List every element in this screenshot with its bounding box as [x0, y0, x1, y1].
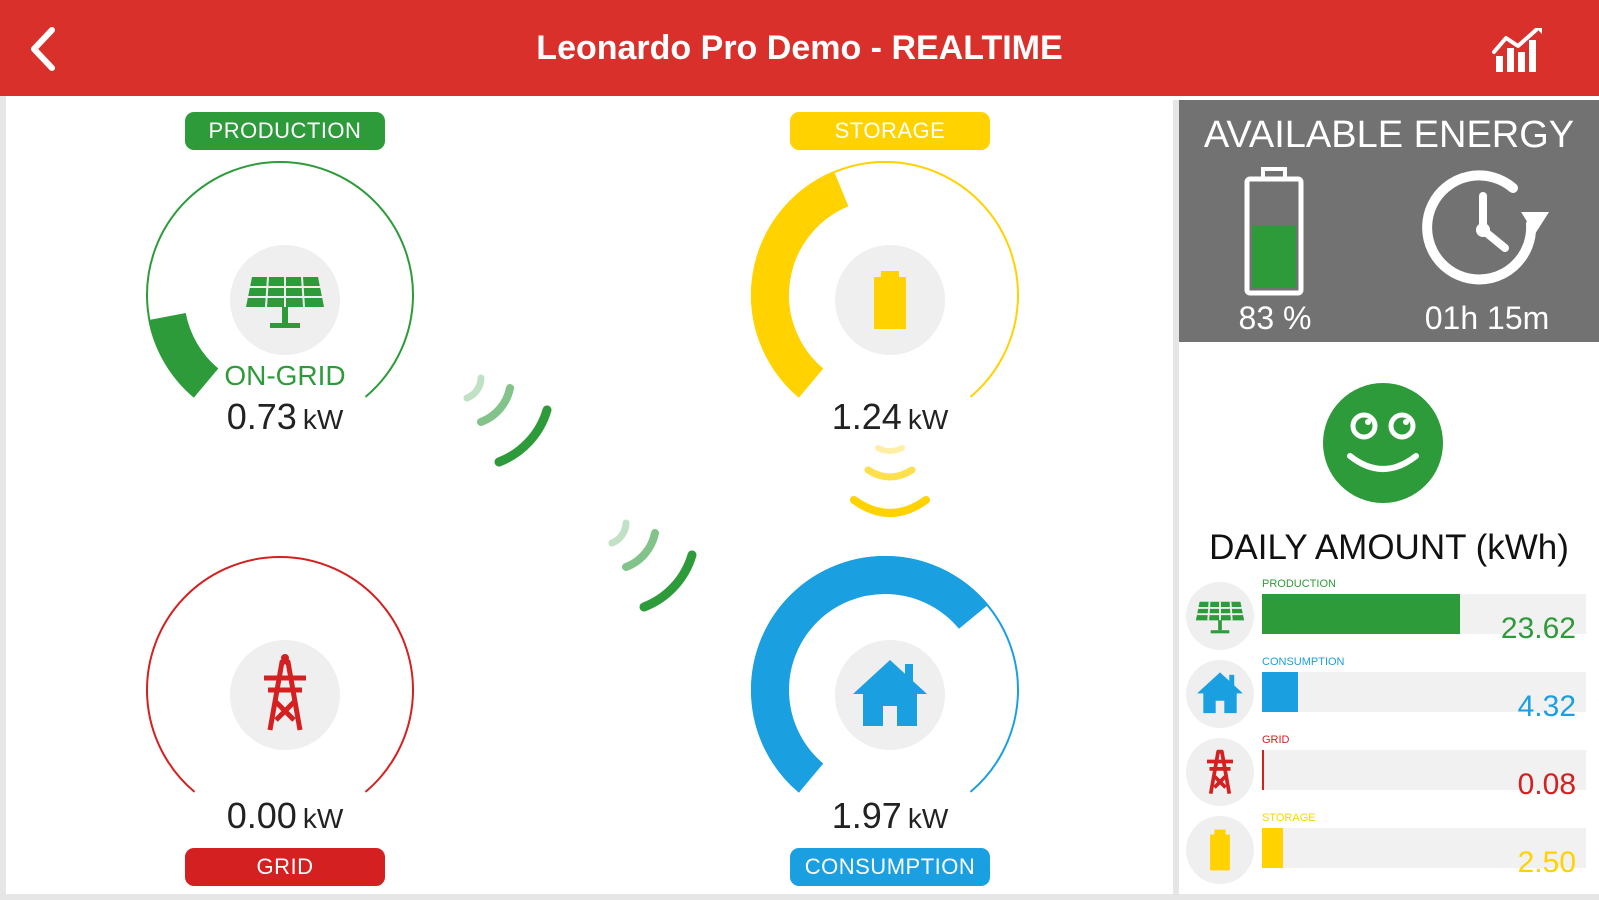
daily-row-storage: STORAGE 2.50	[1186, 812, 1590, 884]
solar-panel-icon	[1195, 601, 1245, 634]
clock-refresh-icon	[1422, 170, 1549, 285]
flow-production-to-storage	[463, 374, 552, 467]
daily-value-storage: 2.50	[1517, 846, 1576, 879]
battery-level-icon	[1244, 167, 1304, 296]
daily-bar-grid	[1262, 750, 1264, 790]
production-gauge-level	[148, 312, 219, 398]
daily-track-grid: 0.08	[1262, 750, 1586, 801]
smiley-icon	[1323, 383, 1443, 503]
time-remaining: 01h 15m	[1424, 300, 1550, 336]
consumption-label-text: CONSUMPTION	[804, 854, 976, 879]
daily-icon-grid	[1186, 738, 1254, 806]
daily-icon-consumption	[1186, 660, 1254, 728]
storage-unit: kW	[907, 404, 949, 435]
solar-panel-icon	[246, 276, 324, 328]
storage-label: STORAGE	[790, 112, 990, 150]
storage-gauge-level	[751, 171, 849, 398]
grid-unit: kW	[302, 803, 344, 834]
production-gauge	[146, 160, 414, 398]
storage-value-number: 1.24	[831, 396, 902, 437]
daily-amount-title: DAILY AMOUNT (kWh)	[1209, 528, 1569, 567]
grid-label-text: GRID	[256, 854, 314, 879]
consumption-value: 1.97 kW	[730, 795, 1050, 837]
available-energy-title: AVAILABLE ENERGY	[1203, 114, 1575, 156]
back-button[interactable]	[22, 24, 70, 74]
storage-value: 1.24 kW	[730, 396, 1050, 438]
power-tower-icon	[1207, 749, 1233, 794]
house-icon	[853, 660, 927, 726]
battery-icon	[1210, 829, 1230, 871]
grid-value-number: 0.00	[226, 795, 297, 836]
house-icon	[1197, 672, 1243, 714]
grid-gauge-track	[146, 555, 414, 793]
production-value: 0.73 kW	[125, 396, 445, 438]
consumption-icon-circle	[835, 640, 945, 750]
grid-icon-circle	[230, 640, 340, 750]
daily-row-production: PRODUCTION 23.62	[1186, 578, 1590, 650]
battery-icon	[874, 271, 906, 329]
daily-track-production: 23.62	[1262, 594, 1586, 645]
daily-track-consumption: 4.32	[1262, 672, 1586, 723]
grid-gauge	[146, 555, 414, 793]
battery-percent: 83 %	[1238, 300, 1312, 336]
battery-level-fill	[1252, 225, 1296, 288]
daily-track-storage: 2.50	[1262, 828, 1586, 879]
consumption-label: CONSUMPTION	[790, 848, 990, 886]
daily-row-grid: GRID 0.08	[1186, 734, 1590, 806]
daily-bar-consumption	[1262, 672, 1298, 712]
page-title: Leonardo Pro Demo - REALTIME	[536, 29, 1063, 67]
daily-label-grid: GRID	[1262, 734, 1290, 746]
production-gauge-track	[146, 160, 414, 398]
chart-button[interactable]	[1490, 26, 1546, 74]
daily-bar-production	[1262, 594, 1460, 634]
top-bar: Leonardo Pro Demo - REALTIME	[0, 0, 1599, 96]
daily-value-grid: 0.08	[1517, 768, 1576, 801]
chart-icon	[1492, 28, 1542, 72]
daily-icon-storage	[1186, 816, 1254, 884]
daily-icon-production	[1186, 582, 1254, 650]
production-label-text: PRODUCTION	[208, 118, 362, 143]
side-panel-divider	[1173, 100, 1179, 900]
available-energy-panel: AVAILABLE ENERGY 83 % 01h 15m	[1179, 100, 1599, 342]
storage-label-text: STORAGE	[834, 118, 946, 143]
grid-value: 0.00 kW	[125, 795, 445, 837]
consumption-unit: kW	[907, 803, 949, 834]
daily-bar-storage	[1262, 828, 1284, 868]
production-icon-circle	[230, 245, 340, 355]
chevron-left-icon	[31, 27, 55, 71]
storage-gauge	[751, 160, 1019, 398]
production-status: ON-GRID	[224, 360, 346, 391]
flow-production-to-consumption	[608, 519, 697, 612]
consumption-gauge	[751, 555, 1019, 793]
consumption-gauge-level	[751, 556, 989, 793]
production-value-number: 0.73	[226, 396, 297, 437]
production-unit: kW	[302, 404, 344, 435]
grid-label: GRID	[185, 848, 385, 886]
daily-label-production: PRODUCTION	[1262, 578, 1336, 590]
daily-value-consumption: 4.32	[1517, 690, 1576, 723]
production-label: PRODUCTION	[185, 112, 385, 150]
main-content	[0, 96, 1599, 900]
daily-row-consumption: CONSUMPTION 4.32	[1186, 656, 1590, 728]
storage-icon-circle	[835, 245, 945, 355]
consumption-value-number: 1.97	[831, 795, 902, 836]
daily-value-production: 23.62	[1500, 612, 1576, 645]
flow-storage-to-consumption	[850, 445, 930, 517]
daily-label-consumption: CONSUMPTION	[1262, 656, 1345, 668]
daily-label-storage: STORAGE	[1262, 812, 1316, 824]
power-tower-icon	[264, 654, 306, 731]
